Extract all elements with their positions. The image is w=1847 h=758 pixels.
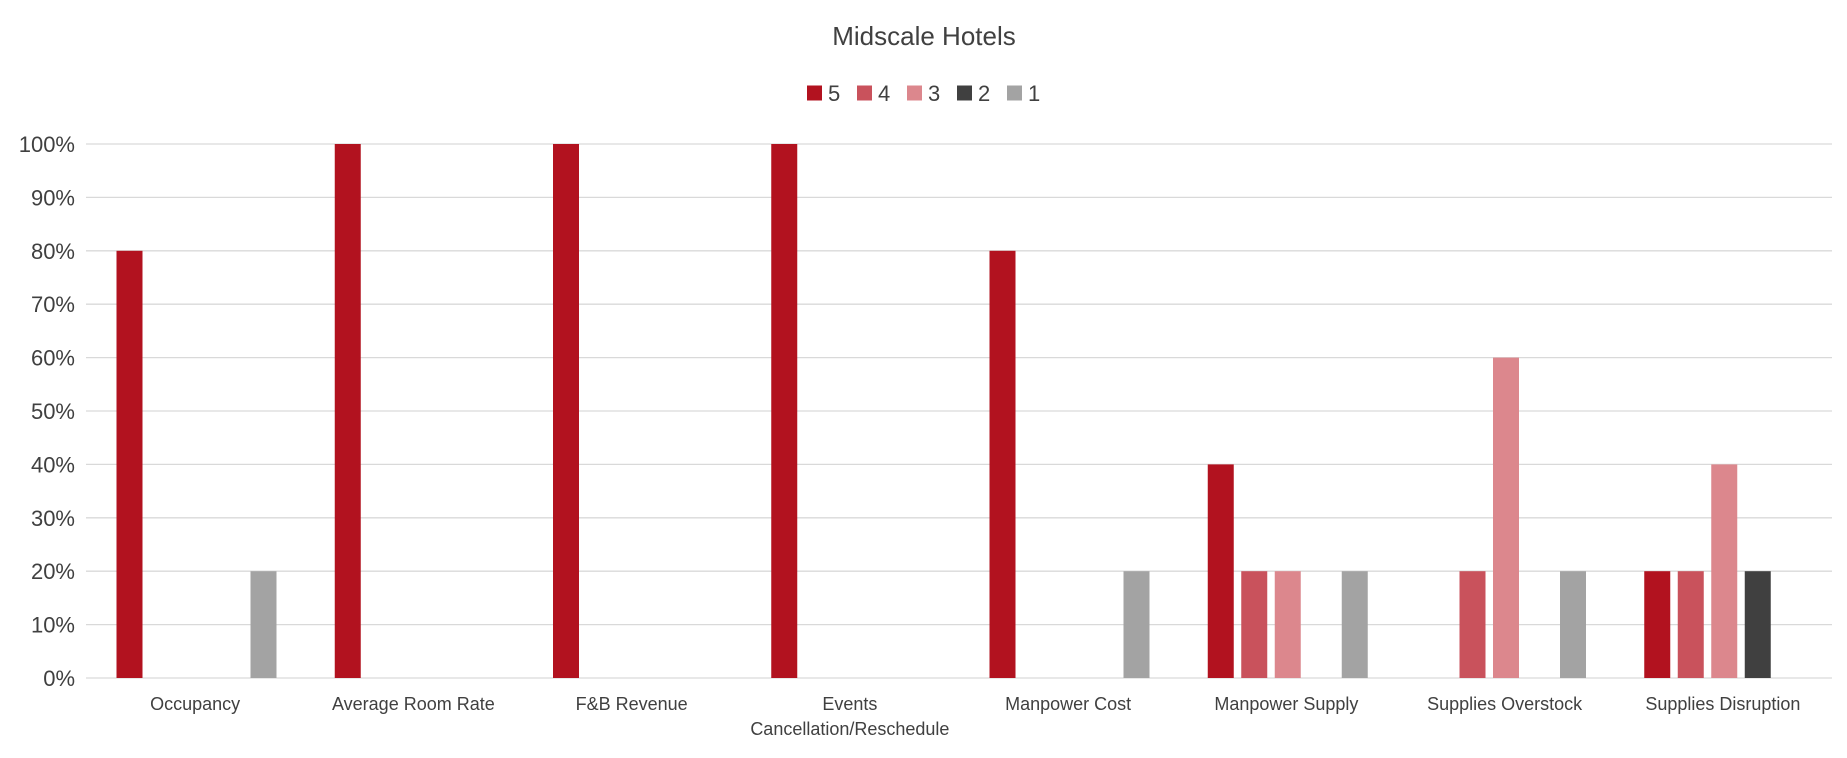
bar-series-5: [1207, 464, 1234, 678]
bar-series-5: [334, 144, 361, 678]
legend-label: 3: [928, 81, 940, 106]
x-tick-label: Events Cancellation/Reschedule: [750, 694, 949, 739]
bar-series-1: [250, 571, 277, 678]
x-tick-label: Manpower Cost: [1005, 694, 1131, 714]
bar-series-4: [1241, 571, 1268, 678]
x-axis: Occupancy Average Room Rate F&B Revenue Eve…: [150, 694, 1800, 739]
y-tick-label: 90%: [31, 185, 75, 210]
legend-label: 5: [828, 81, 840, 106]
y-tick-label: 10%: [31, 613, 75, 638]
y-axis: 0% 10% 20% 30% 40% 50% 60% 70% 80% 90% 100%: [19, 132, 75, 691]
legend-item-3: 3: [907, 81, 940, 106]
bar-series-1: [1123, 571, 1150, 678]
legend-swatch: [907, 85, 922, 101]
legend-swatch: [857, 85, 872, 101]
y-tick-label: 80%: [31, 239, 75, 264]
y-tick-label: 100%: [19, 132, 75, 157]
x-tick-label: Occupancy: [150, 694, 240, 714]
legend-label: 2: [978, 81, 990, 106]
x-tick-label: F&B Revenue: [576, 694, 688, 714]
y-tick-label: 50%: [31, 399, 75, 424]
y-tick-label: 40%: [31, 452, 75, 477]
legend: 5 4 3 2 1: [807, 81, 1040, 106]
bar-series-3: [1274, 571, 1301, 678]
legend-label: 4: [878, 81, 890, 106]
legend-item-1: 1: [1007, 81, 1040, 106]
bar-series-5: [553, 144, 579, 678]
x-tick-label: Supplies Disruption: [1645, 694, 1800, 714]
bar-series-5: [771, 144, 798, 678]
y-tick-label: 70%: [31, 292, 75, 317]
bar-series-1: [1560, 571, 1586, 678]
bar-series-4: [1459, 571, 1486, 678]
bar-series-5: [989, 250, 1016, 679]
bar-series-1: [1341, 571, 1368, 678]
y-tick-label: 60%: [31, 346, 75, 371]
y-tick-label: 30%: [31, 506, 75, 531]
legend-item-5: 5: [807, 81, 840, 106]
bar-series-5: [1644, 571, 1671, 678]
legend-swatch: [957, 85, 972, 101]
x-tick-label: Supplies Overstock: [1427, 694, 1583, 714]
legend-item-4: 4: [857, 81, 890, 106]
gridlines: [86, 143, 1832, 679]
x-tick-label: Average Room Rate: [332, 694, 495, 714]
legend-label: 1: [1028, 81, 1040, 106]
chart-title: Midscale Hotels: [832, 21, 1016, 51]
y-tick-label: 0%: [43, 666, 75, 691]
y-tick-label: 20%: [31, 559, 75, 584]
legend-swatch: [1007, 85, 1022, 101]
legend-item-2: 2: [957, 81, 990, 106]
bar-series-2: [1744, 571, 1771, 678]
bar-series-5: [116, 250, 143, 679]
legend-swatch: [807, 85, 822, 101]
bars: [116, 144, 1771, 679]
bar-series-4: [1677, 571, 1704, 678]
bar-series-3: [1493, 357, 1519, 678]
bar-series-3: [1711, 464, 1738, 678]
x-tick-label: Manpower Supply: [1214, 694, 1358, 714]
